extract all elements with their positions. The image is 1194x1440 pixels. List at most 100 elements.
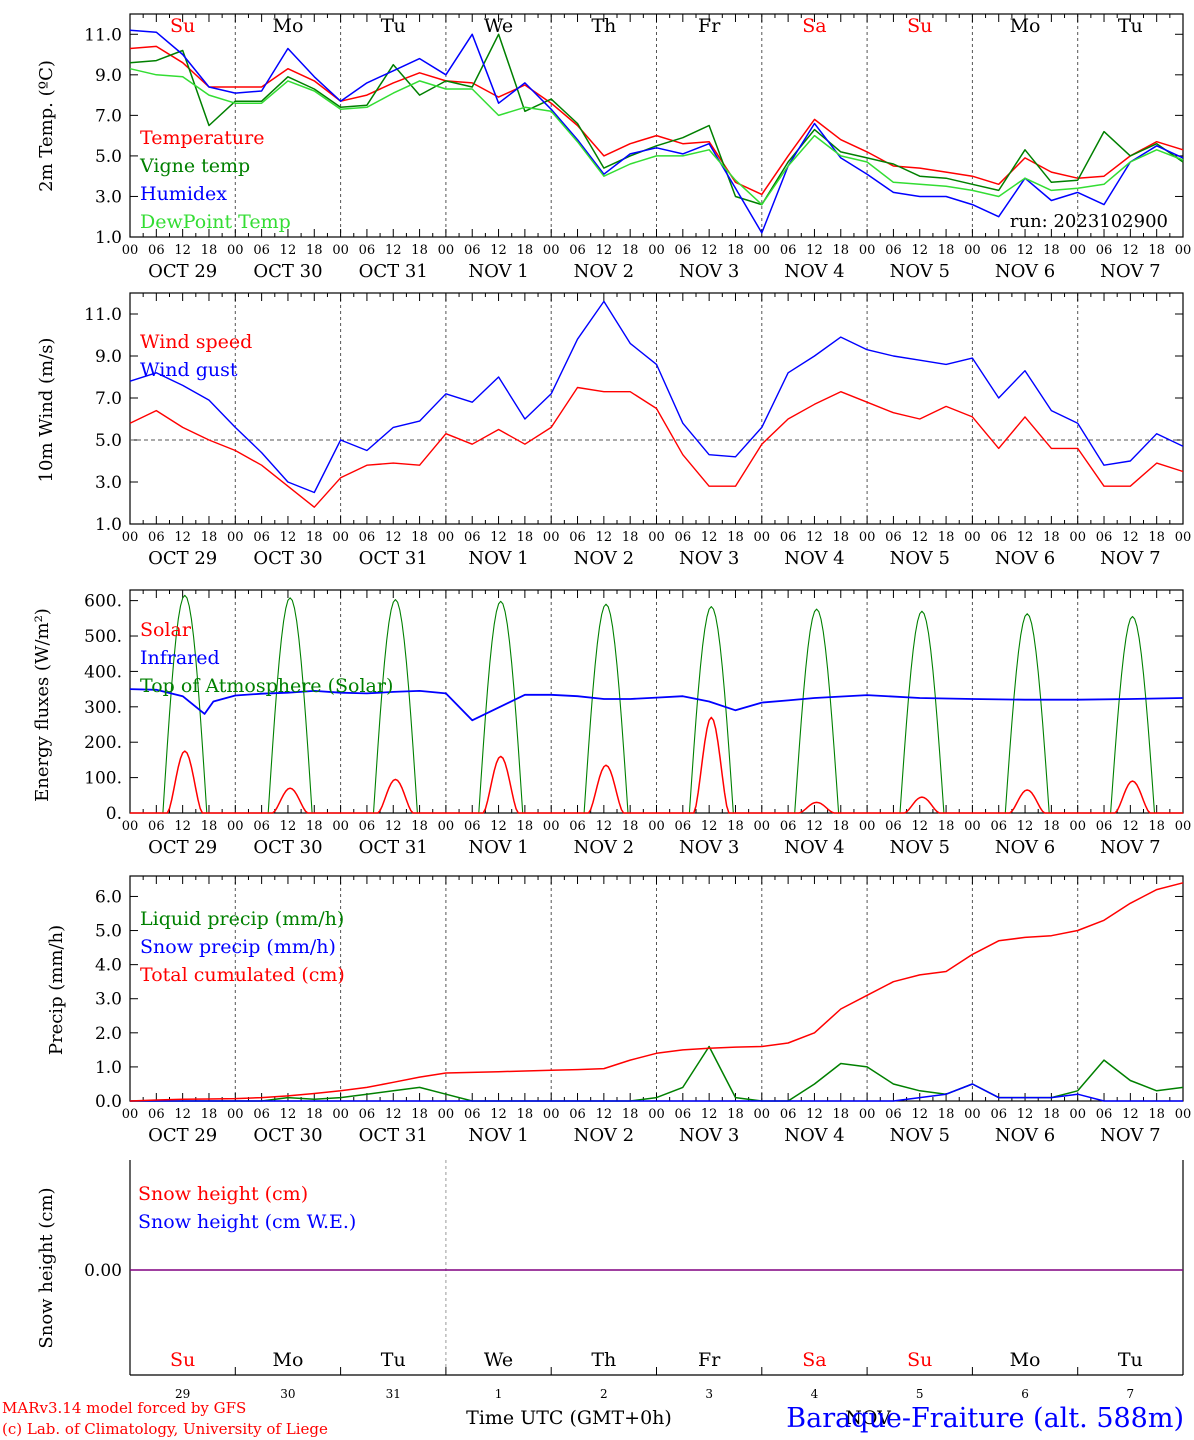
hour-tick-label: 06 [148,1107,165,1122]
day-name: We [484,15,513,37]
day-name: Sa [802,1349,826,1371]
hour-tick-label: 12 [911,1107,928,1122]
hour-tick-label: 06 [253,530,270,545]
hour-tick-label: 06 [885,243,902,258]
date-label: NOV 4 [784,261,844,282]
day-name: Tu [1118,1349,1143,1371]
y-tick-label: 200. [84,733,122,753]
hour-tick-label: 00 [122,819,139,834]
hour-tick-label: 06 [464,530,481,545]
date-label: NOV 7 [1100,261,1160,282]
hour-tick-label: 12 [806,243,823,258]
day-name: We [484,1349,513,1371]
hour-tick-label: 18 [727,243,744,258]
y-axis-label: 10m Wind (m/s) [36,338,57,483]
day-name: Fr [698,1349,721,1371]
hour-tick-label: 18 [938,819,955,834]
day-number: 7 [1127,1387,1135,1401]
hour-tick-label: 12 [385,243,402,258]
day-number: 31 [386,1387,401,1401]
hour-tick-label: 12 [911,819,928,834]
date-label: NOV 7 [1100,837,1160,858]
panel-frame [129,13,1184,238]
date-label: OCT 31 [359,1125,428,1146]
hour-tick-label: 06 [1096,243,1113,258]
series-line-vigne-temp [129,33,1184,206]
hour-tick-label: 06 [253,243,270,258]
date-label: OCT 29 [148,1125,217,1146]
legend-entry: Snow height (cm) [138,1183,308,1205]
hour-tick-label: 18 [622,243,639,258]
date-label: OCT 31 [359,837,428,858]
hour-tick-label: 06 [359,530,376,545]
hour-tick-label: 12 [280,819,297,834]
day-name: Mo [272,15,303,37]
hour-tick-label: 06 [359,243,376,258]
hour-tick-label: 06 [1096,819,1113,834]
day-name: Su [170,1349,195,1371]
legend-entry: Temperature [140,127,264,149]
hour-tick-label: 12 [174,1107,191,1122]
station-name: Baraque-Fraiture (alt. 588m) [786,1403,1184,1434]
hour-tick-label: 12 [490,243,507,258]
month-label: NOV [845,1407,891,1429]
hour-tick-label: 00 [754,530,771,545]
hour-tick-label: 00 [648,1107,665,1122]
hour-tick-label: 18 [411,530,428,545]
hour-tick-label: 06 [148,530,165,545]
hour-tick-label: 06 [359,1107,376,1122]
hour-tick-label: 18 [727,819,744,834]
hour-tick-label: 06 [675,530,692,545]
day-number: 3 [705,1387,713,1401]
date-label: NOV 3 [679,1125,739,1146]
hour-tick-label: 00 [859,1107,876,1122]
hour-tick-label: 18 [622,819,639,834]
hour-tick-label: 18 [833,819,850,834]
day-number: 1 [495,1387,503,1401]
y-tick-label: 5.0 [95,922,122,942]
hour-tick-label: 12 [385,819,402,834]
hour-tick-label: 12 [701,243,718,258]
hour-tick-label: 00 [543,530,560,545]
panel-5 [129,1160,1184,1376]
hour-tick-label: 00 [438,530,455,545]
panel-1 [129,13,1184,238]
date-label: NOV 1 [468,837,528,858]
day-name: Mo [272,1349,303,1371]
y-axis-label: 2m Temp. (ºC) [36,60,57,192]
y-tick-label: 1.0 [95,515,122,535]
hour-tick-label: 18 [411,1107,428,1122]
hour-tick-label: 06 [253,1107,270,1122]
date-label: NOV 5 [890,1125,950,1146]
date-label: NOV 5 [890,261,950,282]
date-label: NOV 5 [890,837,950,858]
hour-tick-label: 18 [622,530,639,545]
y-tick-label: 2.0 [95,1024,122,1044]
hour-tick-label: 06 [675,243,692,258]
legend-entry: Wind speed [140,331,252,353]
hour-tick-label: 06 [675,1107,692,1122]
date-label: OCT 30 [253,1125,322,1146]
date-label: NOV 3 [679,548,739,569]
y-tick-label: 0. [106,804,122,824]
hour-tick-label: 18 [517,819,534,834]
hour-tick-label: 06 [148,819,165,834]
hour-tick-label: 12 [490,530,507,545]
hour-tick-label: 00 [1175,530,1192,545]
day-number: 6 [1021,1387,1029,1401]
y-tick-label: 500. [84,627,122,647]
hour-tick-label: 00 [964,530,981,545]
date-label: NOV 1 [468,1125,528,1146]
series-line-infrared [129,688,1184,722]
day-name: Mo [1010,15,1041,37]
hour-tick-label: 06 [990,1107,1007,1122]
hour-tick-label: 00 [332,819,349,834]
y-tick-label: 9.0 [95,66,122,86]
y-tick-label: 6.0 [95,887,122,907]
panel-3 [129,589,1184,814]
series-line-total-cumulated-cm- [129,882,1184,1102]
hour-tick-label: 18 [1043,530,1060,545]
hour-tick-label: 06 [464,819,481,834]
hour-tick-label: 00 [122,530,139,545]
y-tick-label: 300. [84,698,122,718]
